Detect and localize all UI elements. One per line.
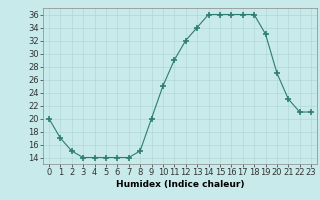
X-axis label: Humidex (Indice chaleur): Humidex (Indice chaleur)	[116, 180, 244, 189]
